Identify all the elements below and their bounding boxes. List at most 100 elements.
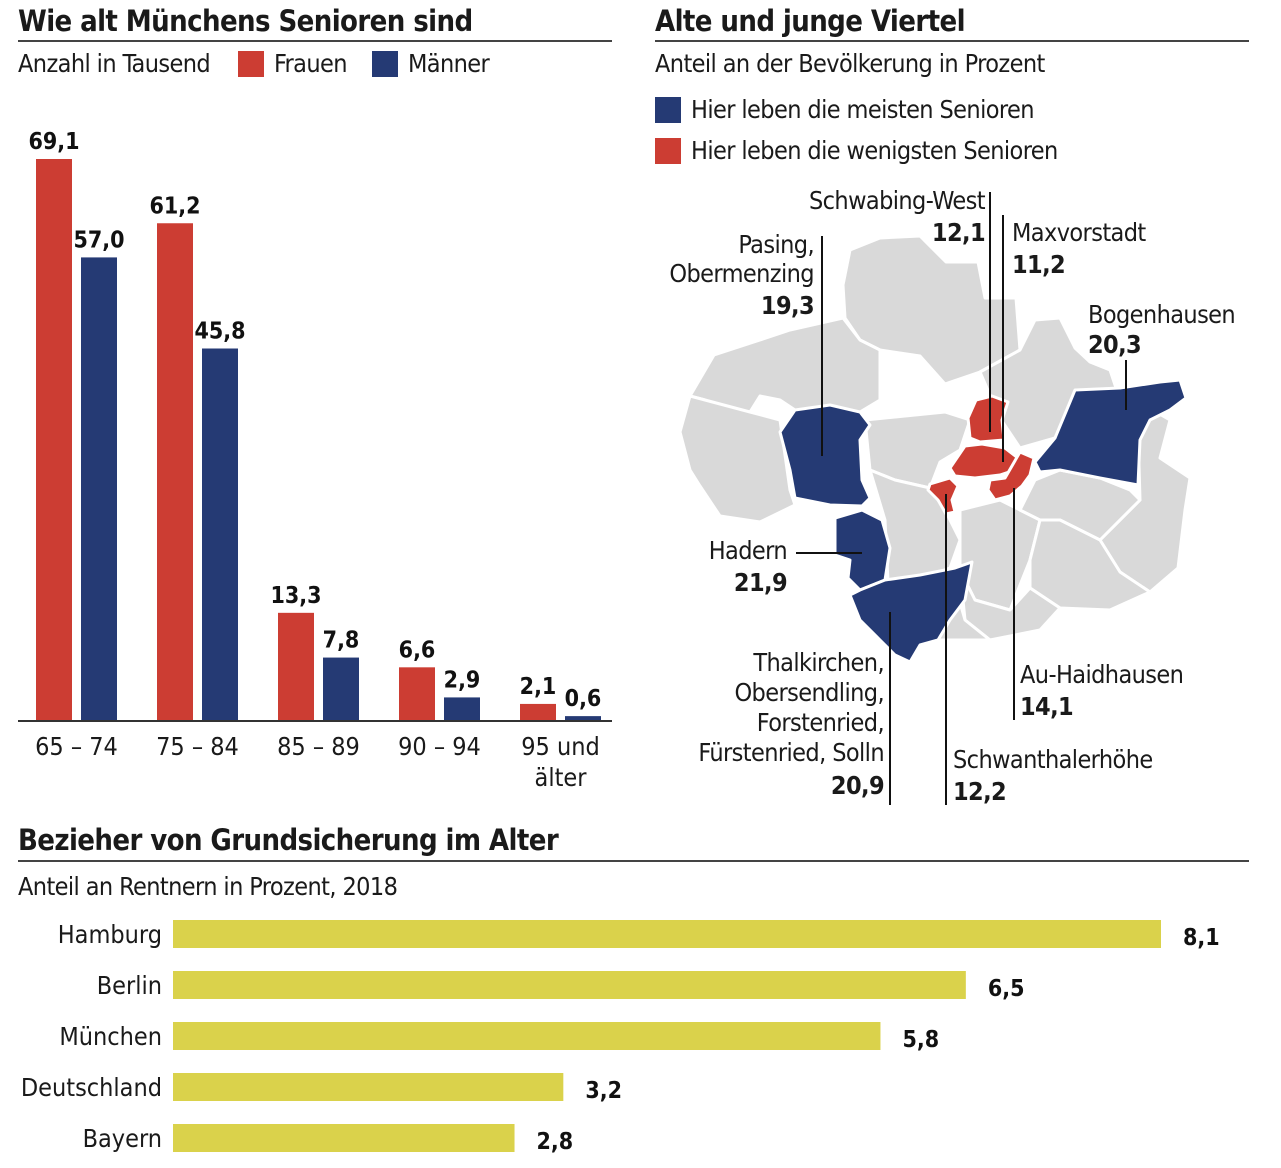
legend-frauen-swatch	[238, 50, 264, 77]
label-thalkirchen-name-4: Fürstenried, Solln	[698, 738, 884, 767]
munich-district-map	[678, 192, 1192, 805]
category-label: Bayern	[83, 1124, 162, 1153]
label-schwabing-west: Schwabing-West 12,1	[809, 186, 986, 247]
label-au-haidhausen: Au-Haidhausen 14,1	[1020, 660, 1184, 721]
bar-value-label: 2,9	[444, 667, 481, 693]
map-highlight-least	[926, 394, 1036, 516]
bar-value-label: 13,3	[270, 583, 321, 609]
age-bar-chart: 69,1 57,0 65 – 74 61,2 45,8 75 – 84 13,37,8 85 …	[18, 129, 612, 792]
category-label: Deutschland	[21, 1073, 162, 1102]
category-label: älter	[535, 763, 588, 792]
district-northwest	[688, 316, 882, 414]
category-label: 65 – 74	[35, 732, 118, 761]
bar-value-label: 45,8	[194, 319, 245, 345]
legend-least-seniors-swatch	[655, 137, 681, 164]
label-schwanthalerhoehe-value: 12,2	[953, 777, 1007, 806]
age-chart-title-rule	[18, 40, 612, 42]
category-label: 90 – 94	[398, 732, 481, 761]
label-thalkirchen-name-1: Thalkirchen,	[753, 648, 884, 677]
bar-frauen-1	[157, 223, 193, 721]
legend-least-seniors: Hier leben die wenigsten Senioren	[655, 136, 1058, 165]
grundsicherung-title-rule	[18, 860, 1249, 862]
bar-value-label: 0,6	[565, 686, 602, 712]
label-schwabing-west-value: 12,1	[931, 218, 986, 247]
bar-münchen	[173, 1022, 881, 1050]
bar-bayern	[173, 1124, 515, 1152]
legend-least-seniors-label: Hier leben die wenigsten Senioren	[691, 136, 1058, 165]
label-bogenhausen-value: 20,3	[1088, 330, 1142, 359]
district-thalkirchen-solln	[848, 560, 974, 664]
district-bogenhausen	[1033, 378, 1188, 487]
age-chart-subtitle: Anzahl in Tausend	[18, 49, 211, 78]
bar-deutschland	[173, 1073, 564, 1101]
bar-maenner-3	[444, 697, 480, 721]
bar-value-label: 3,2	[585, 1078, 622, 1104]
legend-most-seniors-label: Hier leben die meisten Senioren	[691, 95, 1034, 124]
category-label: 95 und	[521, 732, 600, 761]
label-thalkirchen-name-3: Forstenried,	[756, 708, 885, 737]
grundsicherung-bar-chart: Hamburg 8,1 Berlin 6,5 München 5,8 Deutschland…	[21, 920, 1220, 1155]
bar-hamburg	[173, 920, 1161, 948]
label-bogenhausen-name: Bogenhausen	[1088, 300, 1236, 329]
legend-maenner-label: Männer	[408, 49, 490, 78]
category-label: 85 – 89	[277, 732, 360, 761]
bar-frauen-3	[399, 667, 435, 721]
bar-frauen-2	[278, 612, 314, 721]
legend-most-seniors-swatch	[655, 96, 681, 123]
category-label: 75 – 84	[156, 732, 239, 761]
district-hadern	[833, 508, 892, 592]
bar-value-label: 61,2	[149, 193, 200, 219]
age-chart-title: Wie alt Münchens Senioren sind	[18, 4, 473, 38]
label-schwanthalerhoehe: Schwanthalerhöhe 12,2	[953, 745, 1153, 806]
bar-maenner-1	[202, 348, 238, 721]
label-thalkirchen-value: 20,9	[830, 771, 885, 800]
legend-maenner: Männer	[372, 49, 490, 78]
bar-value-label: 5,8	[902, 1027, 939, 1053]
bar-value-label: 57,0	[73, 227, 124, 253]
label-au-haidhausen-value: 14,1	[1020, 692, 1074, 721]
grundsicherung-title: Bezieher von Grundsicherung im Alter	[18, 823, 559, 857]
label-bogenhausen: Bogenhausen 20,3	[1088, 300, 1236, 359]
district-pasing-obermenzing	[778, 403, 872, 508]
district-west-outer	[678, 394, 797, 524]
legend-frauen: Frauen	[238, 49, 348, 78]
label-pasing: Pasing, Obermenzing 19,3	[669, 230, 814, 320]
district-east-outer	[1098, 402, 1192, 594]
bar-frauen-4	[520, 703, 556, 721]
label-pasing-name-2: Obermenzing	[669, 259, 814, 288]
label-schwanthalerhoehe-name: Schwanthalerhöhe	[953, 745, 1153, 774]
label-thalkirchen: Thalkirchen, Obersendling, Forstenried, …	[698, 648, 884, 801]
category-label: München	[59, 1022, 162, 1051]
district-southeast	[1028, 518, 1152, 612]
label-pasing-value: 19,3	[760, 291, 815, 320]
bar-value-label: 6,6	[399, 637, 436, 663]
bar-value-label: 2,1	[520, 674, 557, 700]
bar-value-label: 2,8	[537, 1129, 574, 1155]
bar-value-label: 69,1	[28, 129, 79, 155]
district-schwanthalerhoehe	[926, 476, 960, 516]
map-title: Alte und junge Viertel	[655, 4, 966, 38]
category-label: Berlin	[97, 971, 162, 1000]
label-thalkirchen-name-2: Obersendling,	[734, 678, 884, 707]
map-highlight-most	[778, 378, 1188, 664]
bar-value-label: 8,1	[1183, 925, 1220, 951]
label-maxvorstadt-value: 11,2	[1012, 250, 1066, 279]
legend-maenner-swatch	[372, 50, 398, 77]
label-maxvorstadt: Maxvorstadt 11,2	[1012, 218, 1146, 279]
bar-berlin	[173, 971, 966, 999]
label-hadern: Hadern 21,9	[708, 536, 788, 597]
bar-maenner-0	[81, 257, 117, 721]
map-title-rule	[655, 40, 1249, 42]
bar-value-label: 7,8	[323, 628, 360, 654]
bar-frauen-0	[36, 159, 72, 721]
category-label: Hamburg	[58, 920, 162, 949]
legend-most-seniors: Hier leben die meisten Senioren	[655, 95, 1034, 124]
legend-frauen-label: Frauen	[274, 49, 348, 78]
district-au-haidhausen	[986, 450, 1036, 502]
bar-maenner-4	[565, 716, 601, 721]
label-hadern-name: Hadern	[708, 536, 788, 565]
label-maxvorstadt-name: Maxvorstadt	[1012, 218, 1146, 247]
map-leader-lines	[796, 192, 1127, 805]
label-pasing-name-1: Pasing,	[738, 230, 814, 259]
grundsicherung-subtitle: Anteil an Rentnern in Prozent, 2018	[18, 872, 398, 901]
